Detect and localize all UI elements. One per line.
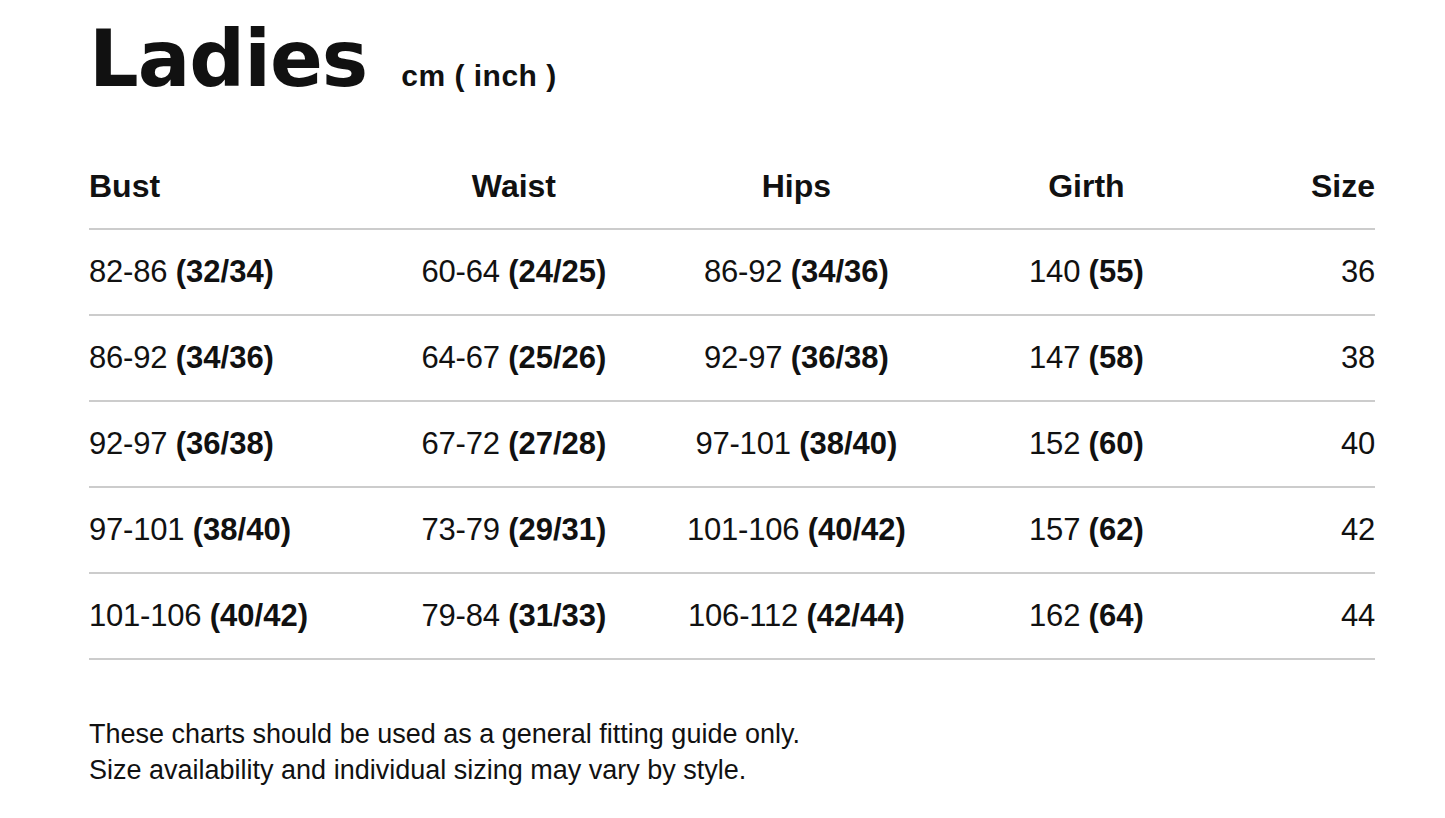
- girth-cm-value: 152: [1029, 426, 1080, 461]
- column-header-waist: Waist: [374, 166, 654, 229]
- size-cell: 38: [1234, 315, 1375, 401]
- waist-inch-value: (31/33): [508, 598, 606, 633]
- bust-cm-value: 101-106: [89, 598, 201, 633]
- hips-cell: 106-112 (42/44): [654, 573, 939, 659]
- disclaimer: These charts should be used as a general…: [89, 716, 1375, 788]
- girth-cell: 157 (62): [939, 487, 1234, 573]
- bust-cm-value: 92-97: [89, 426, 167, 461]
- waist-cm-value: 79-84: [421, 598, 499, 633]
- bust-inch-value: (32/34): [176, 254, 274, 289]
- bust-cell: 86-92 (34/36): [89, 315, 374, 401]
- size-cell: 42: [1234, 487, 1375, 573]
- size-table: Bust Waist Hips Girth Size 82-86 (32/34)…: [89, 166, 1375, 660]
- hips-cell: 101-106 (40/42): [654, 487, 939, 573]
- hips-cm-value: 86-92: [704, 254, 782, 289]
- hips-inch-value: (38/40): [799, 426, 897, 461]
- waist-inch-value: (24/25): [508, 254, 606, 289]
- hips-cell: 92-97 (36/38): [654, 315, 939, 401]
- hips-cell: 97-101 (38/40): [654, 401, 939, 487]
- waist-cm-value: 73-79: [421, 512, 499, 547]
- size-cell: 36: [1234, 229, 1375, 315]
- column-header-hips: Hips: [654, 166, 939, 229]
- bust-cm-value: 86-92: [89, 340, 167, 375]
- table-header-row: Bust Waist Hips Girth Size: [89, 166, 1375, 229]
- bust-cm-value: 82-86: [89, 254, 167, 289]
- girth-inch-value: (55): [1089, 254, 1144, 289]
- girth-cell: 162 (64): [939, 573, 1234, 659]
- bust-cell: 101-106 (40/42): [89, 573, 374, 659]
- bust-cm-value: 97-101: [89, 512, 184, 547]
- girth-cm-value: 140: [1029, 254, 1080, 289]
- hips-cm-value: 92-97: [704, 340, 782, 375]
- column-header-size: Size: [1234, 166, 1375, 229]
- girth-inch-value: (64): [1089, 598, 1144, 633]
- bust-cell: 97-101 (38/40): [89, 487, 374, 573]
- column-header-girth: Girth: [939, 166, 1234, 229]
- waist-inch-value: (25/26): [508, 340, 606, 375]
- bust-inch-value: (40/42): [210, 598, 308, 633]
- girth-cm-value: 162: [1029, 598, 1080, 633]
- bust-inch-value: (36/38): [176, 426, 274, 461]
- bust-cell: 92-97 (36/38): [89, 401, 374, 487]
- table-row: 92-97 (36/38) 67-72 (27/28) 97-101 (38/4…: [89, 401, 1375, 487]
- girth-inch-value: (58): [1089, 340, 1144, 375]
- girth-cm-value: 157: [1029, 512, 1080, 547]
- girth-cell: 152 (60): [939, 401, 1234, 487]
- bust-inch-value: (38/40): [193, 512, 291, 547]
- waist-cm-value: 67-72: [421, 426, 499, 461]
- size-chart-page: Ladies cm ( inch ) Bust Waist Hips Girth…: [0, 0, 1445, 818]
- page-title: Ladies: [89, 20, 367, 98]
- waist-inch-value: (27/28): [508, 426, 606, 461]
- table-row: 97-101 (38/40) 73-79 (29/31) 101-106 (40…: [89, 487, 1375, 573]
- waist-cell: 79-84 (31/33): [374, 573, 654, 659]
- size-cell: 44: [1234, 573, 1375, 659]
- bust-cell: 82-86 (32/34): [89, 229, 374, 315]
- hips-cm-value: 101-106: [687, 512, 799, 547]
- page-header: Ladies cm ( inch ): [89, 20, 1375, 98]
- waist-cell: 60-64 (24/25): [374, 229, 654, 315]
- hips-cm-value: 106-112: [688, 598, 798, 633]
- waist-cell: 73-79 (29/31): [374, 487, 654, 573]
- column-header-bust: Bust: [89, 166, 374, 229]
- girth-cm-value: 147: [1029, 340, 1080, 375]
- waist-inch-value: (29/31): [508, 512, 606, 547]
- table-row: 101-106 (40/42) 79-84 (31/33) 106-112 (4…: [89, 573, 1375, 659]
- table-row: 82-86 (32/34) 60-64 (24/25) 86-92 (34/36…: [89, 229, 1375, 315]
- girth-inch-value: (60): [1089, 426, 1144, 461]
- hips-cell: 86-92 (34/36): [654, 229, 939, 315]
- disclaimer-line-1: These charts should be used as a general…: [89, 716, 1375, 752]
- waist-cell: 64-67 (25/26): [374, 315, 654, 401]
- table-row: 86-92 (34/36) 64-67 (25/26) 92-97 (36/38…: [89, 315, 1375, 401]
- hips-inch-value: (40/42): [808, 512, 906, 547]
- waist-cm-value: 60-64: [421, 254, 499, 289]
- hips-inch-value: (34/36): [791, 254, 889, 289]
- size-cell: 40: [1234, 401, 1375, 487]
- hips-cm-value: 97-101: [695, 426, 790, 461]
- girth-inch-value: (62): [1089, 512, 1144, 547]
- girth-cell: 147 (58): [939, 315, 1234, 401]
- girth-cell: 140 (55): [939, 229, 1234, 315]
- waist-cm-value: 64-67: [421, 340, 499, 375]
- waist-cell: 67-72 (27/28): [374, 401, 654, 487]
- unit-label: cm ( inch ): [401, 59, 557, 93]
- hips-inch-value: (42/44): [807, 598, 905, 633]
- hips-inch-value: (36/38): [791, 340, 889, 375]
- bust-inch-value: (34/36): [176, 340, 274, 375]
- disclaimer-line-2: Size availability and individual sizing …: [89, 752, 1375, 788]
